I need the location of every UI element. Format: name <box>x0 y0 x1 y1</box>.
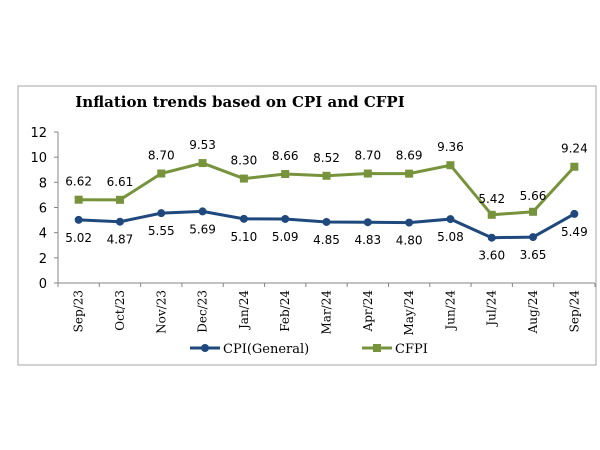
x-tick-label: Nov/23 <box>154 290 168 334</box>
data-point <box>363 169 372 178</box>
data-point <box>322 217 331 226</box>
data-point <box>446 215 455 224</box>
data-label: 8.70 <box>148 149 175 163</box>
x-tick-label: Jun/24 <box>443 290 457 332</box>
y-tick-label: 4 <box>39 227 47 242</box>
data-label: 4.80 <box>396 234 423 248</box>
data-point <box>529 233 538 242</box>
chart-border <box>17 85 597 366</box>
x-tick-label: Apr/24 <box>361 290 375 333</box>
data-label: 5.49 <box>561 225 588 239</box>
x-tick-label: Jul/24 <box>485 290 499 328</box>
data-point <box>198 159 207 168</box>
x-tick-label: Oct/23 <box>113 290 127 331</box>
data-point <box>281 214 290 223</box>
legend-marker-square-icon <box>373 344 381 352</box>
legend-item: CFPI <box>362 342 428 357</box>
data-label: 4.85 <box>313 233 340 247</box>
x-tick-label: Sep/24 <box>567 290 581 333</box>
data-point <box>446 161 455 170</box>
data-label: 9.36 <box>437 140 464 154</box>
data-point <box>157 209 166 218</box>
data-label: 8.70 <box>354 149 381 163</box>
data-label: 8.66 <box>272 149 299 163</box>
data-point <box>487 210 496 219</box>
data-label: 5.55 <box>148 224 175 238</box>
data-point <box>115 217 124 226</box>
data-point <box>405 218 414 227</box>
y-tick-label: 6 <box>39 202 47 217</box>
data-label: 6.62 <box>65 175 92 189</box>
x-tick-label: Feb/24 <box>278 290 292 332</box>
data-point <box>570 209 579 218</box>
data-point <box>74 215 83 224</box>
legend-label: CPI(General) <box>223 342 309 357</box>
data-label: 9.24 <box>561 142 588 156</box>
data-label: 5.69 <box>189 222 216 236</box>
data-label: 3.60 <box>478 249 505 263</box>
x-tick-label: Sep/23 <box>72 290 86 332</box>
x-tick-label: May/24 <box>402 290 416 336</box>
data-point <box>239 174 248 183</box>
data-point <box>239 214 248 223</box>
series-cfpi: 6.62 6.61 8.70 9.53 8.30 8.66 8.52 8.70 8.69 9.36… <box>65 138 588 219</box>
legend-marker-circle-icon <box>201 344 209 352</box>
data-label: 5.42 <box>478 192 505 206</box>
data-label: 5.02 <box>65 231 92 245</box>
data-point <box>115 195 124 204</box>
data-point <box>570 162 579 171</box>
y-tick-label: 10 <box>30 151 47 166</box>
data-label: 6.61 <box>107 175 134 189</box>
data-label: 5.08 <box>437 230 464 244</box>
data-label: 9.53 <box>189 138 216 152</box>
y-tick-label: 0 <box>39 277 47 292</box>
x-tick-label: Mar/24 <box>320 290 334 335</box>
data-point <box>157 169 166 178</box>
y-tick-label: 12 <box>30 126 47 141</box>
legend-item: CPI(General) <box>190 342 309 357</box>
data-label: 4.83 <box>354 233 381 247</box>
legend-label: CFPI <box>395 342 428 357</box>
y-tick-label: 8 <box>39 176 47 191</box>
data-label: 5.10 <box>231 230 258 244</box>
data-label: 8.52 <box>313 151 340 165</box>
data-label: 5.66 <box>520 189 547 203</box>
data-point <box>74 195 83 204</box>
y-tick-label: 2 <box>39 252 47 267</box>
data-label: 8.69 <box>396 149 423 163</box>
data-point <box>322 171 331 180</box>
x-tick-label: Jan/24 <box>237 290 251 331</box>
x-tick-label: Aug/24 <box>526 290 540 335</box>
data-point <box>363 218 372 227</box>
data-point <box>405 169 414 178</box>
series-cpi-general-: 5.02 4.87 5.55 5.69 5.10 5.09 4.85 4.83 4.80 5.08… <box>65 207 588 263</box>
data-label: 8.30 <box>231 154 258 168</box>
data-point <box>281 170 290 179</box>
data-point <box>487 233 496 242</box>
data-label: 3.65 <box>520 248 547 262</box>
data-label: 4.87 <box>107 233 134 247</box>
x-tick-label: Dec/23 <box>196 290 210 333</box>
chart-title: Inflation trends based on CPI and CFPI <box>75 93 404 111</box>
data-label: 5.09 <box>272 230 299 244</box>
data-point <box>198 207 207 216</box>
data-point <box>529 207 538 216</box>
